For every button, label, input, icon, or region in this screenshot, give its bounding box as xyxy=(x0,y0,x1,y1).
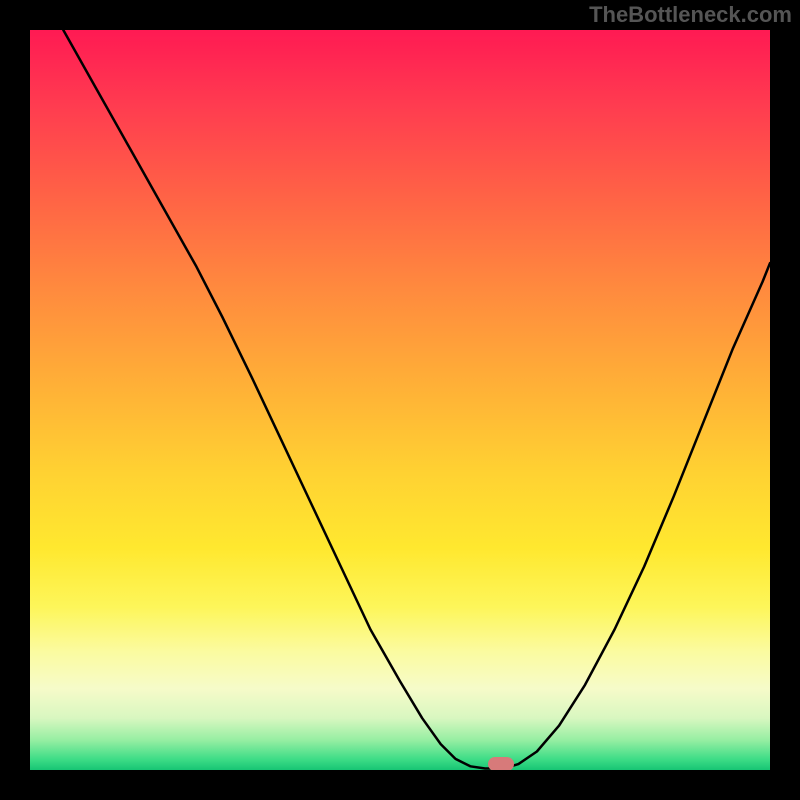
bottleneck-curve xyxy=(63,30,770,769)
watermark-text: TheBottleneck.com xyxy=(589,2,792,28)
plot-area xyxy=(30,30,770,770)
curve-svg xyxy=(30,30,770,770)
chart-container: TheBottleneck.com xyxy=(0,0,800,800)
optimum-marker xyxy=(488,757,514,770)
